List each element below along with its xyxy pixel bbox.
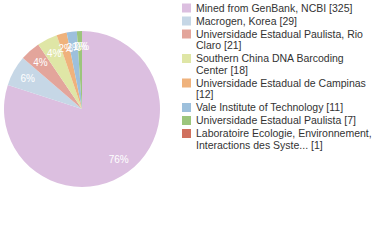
legend-label: Universidade Estadual Paulista, RioClaro… xyxy=(196,28,363,52)
legend-line: Mined from GenBank, NCBI [325] xyxy=(196,2,352,14)
legend-swatch xyxy=(182,30,191,39)
legend: Mined from GenBank, NCBI [325]Macrogen, … xyxy=(182,2,372,151)
legend-line: [12] xyxy=(196,88,214,100)
legend-swatch xyxy=(182,129,191,138)
pie xyxy=(4,31,160,187)
legend-line: Macrogen, Korea [29] xyxy=(196,15,297,27)
chart: 76%6%4%4%2%2%1%0%Mined from GenBank, NCB… xyxy=(0,0,380,240)
legend-swatch xyxy=(182,54,191,63)
legend-label: Southern China DNA BarcodingCenter [18] xyxy=(196,52,344,76)
legend-line: Laboratoire Ecologie, Environnement, xyxy=(196,127,372,139)
legend-line: Claro [21] xyxy=(196,39,242,51)
legend-line: Universidade Estadual Paulista [7] xyxy=(196,114,356,126)
legend-swatch xyxy=(182,17,191,26)
data-label: 4% xyxy=(33,57,48,68)
legend-label: Vale Institute of Technology [11] xyxy=(196,101,343,113)
legend-line: Vale Institute of Technology [11] xyxy=(196,101,343,113)
legend-line: Center [18] xyxy=(196,64,248,76)
legend-line: Universidade Estadual de Campinas xyxy=(196,77,366,89)
data-labels: 76%6%4%4%2%2%1%0% xyxy=(20,41,128,165)
legend-label: Universidade Estadual Paulista [7] xyxy=(196,114,356,126)
legend-line: Southern China DNA Barcoding xyxy=(196,52,344,64)
legend-swatch xyxy=(182,79,191,88)
legend-line: Interactions des Syste... [1] xyxy=(196,139,323,151)
legend-line: Universidade Estadual Paulista, Rio xyxy=(196,28,363,40)
legend-label: Laboratoire Ecologie, Environnement,Inte… xyxy=(196,127,372,151)
legend-swatch xyxy=(182,4,191,13)
legend-label: Universidade Estadual de Campinas[12] xyxy=(196,77,366,101)
pie-slice xyxy=(4,31,160,187)
data-label: 76% xyxy=(109,154,129,165)
legend-label: Macrogen, Korea [29] xyxy=(196,15,297,27)
legend-label: Mined from GenBank, NCBI [325] xyxy=(196,2,352,14)
legend-swatch xyxy=(182,116,191,125)
data-label: 6% xyxy=(20,73,35,84)
legend-swatch xyxy=(182,103,191,112)
data-label: 0% xyxy=(75,41,90,52)
